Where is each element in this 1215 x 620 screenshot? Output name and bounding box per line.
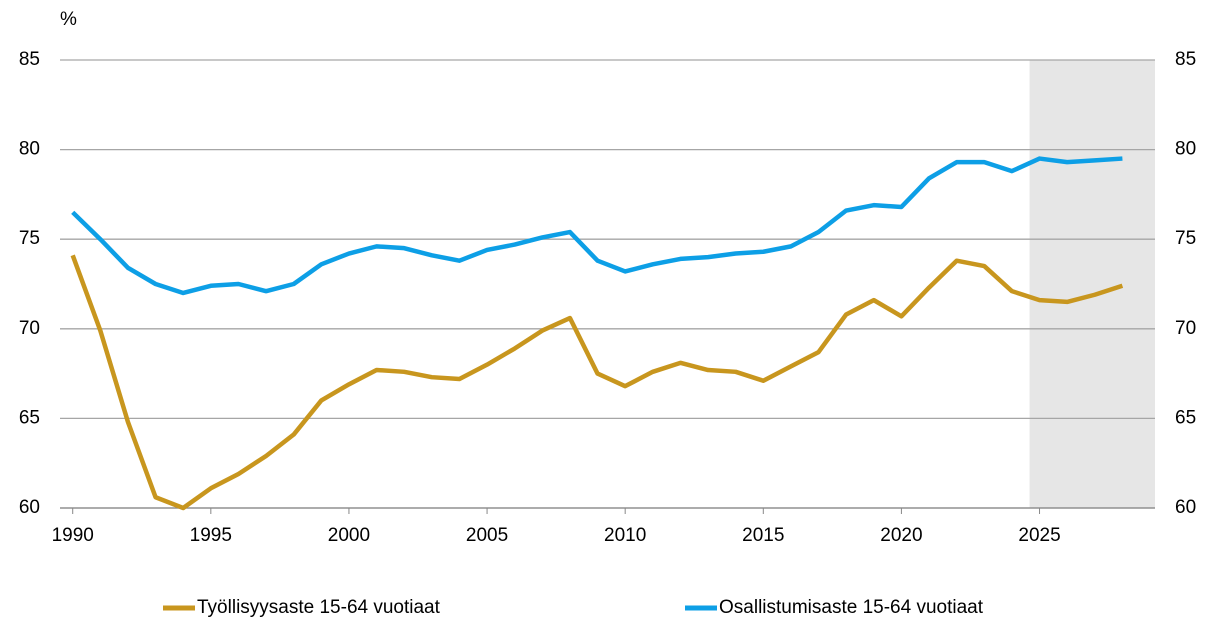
y2-tick-label: 85 (1175, 49, 1196, 70)
y2-tick-label: 70 (1175, 318, 1196, 339)
x-tick-label: 1990 (52, 525, 94, 546)
x-tick-label: 2005 (466, 525, 508, 546)
y-unit-label: % (60, 9, 77, 30)
y-tick-label: 60 (19, 497, 40, 518)
x-tick-label: 2015 (742, 525, 784, 546)
y-tick-label: 75 (19, 228, 40, 249)
legend-label: Työllisyysaste 15-64 vuotiaat (197, 597, 441, 618)
y-tick-label: 80 (19, 139, 40, 160)
y2-tick-label: 60 (1175, 497, 1196, 518)
x-tick-label: 2010 (604, 525, 646, 546)
x-tick-label: 2025 (1018, 525, 1060, 546)
x-tick-label: 2020 (880, 525, 922, 546)
legend-label: Osallistumisaste 15-64 vuotiaat (719, 597, 984, 618)
y2-tick-label: 75 (1175, 228, 1196, 249)
y2-tick-label: 80 (1175, 139, 1196, 160)
x-tick-label: 2000 (328, 525, 370, 546)
series-line (70, 254, 1124, 511)
y-tick-label: 85 (19, 49, 40, 70)
x-tick-label: 1995 (190, 525, 232, 546)
forecast-shade (1029, 60, 1155, 508)
y-tick-label: 70 (19, 318, 40, 339)
series-line (71, 156, 1123, 296)
y2-tick-label: 65 (1175, 407, 1196, 428)
y-tick-label: 65 (19, 407, 40, 428)
